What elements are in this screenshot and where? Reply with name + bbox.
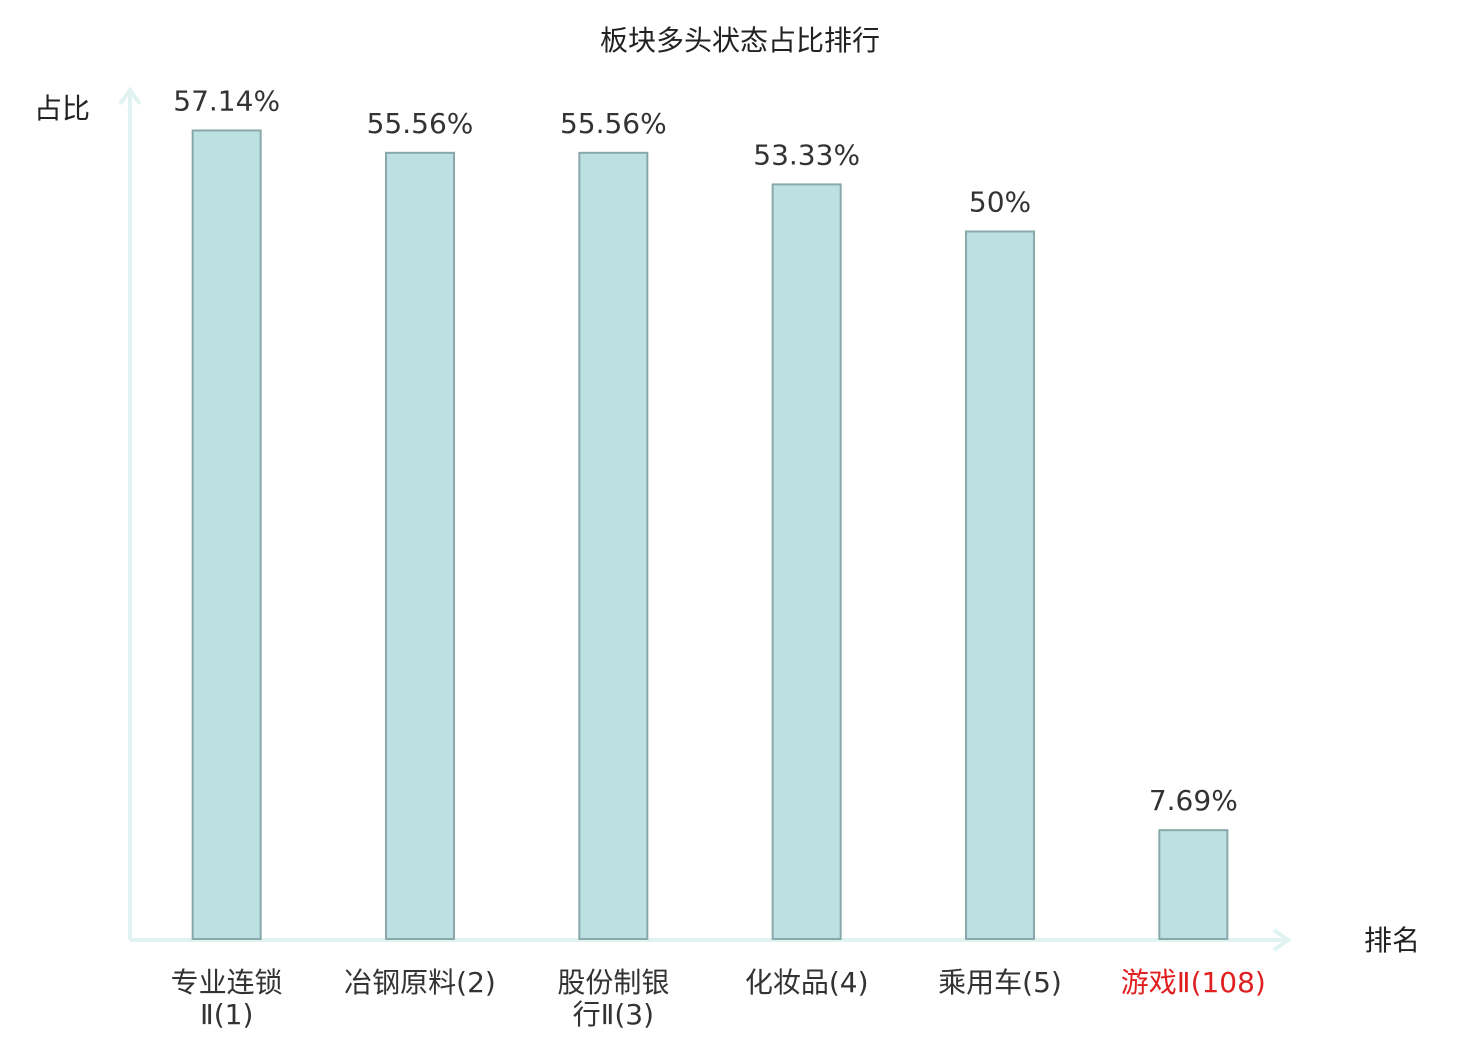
- bar: [1158, 829, 1229, 941]
- value-label: 57.14%: [173, 84, 280, 117]
- value-label: 7.69%: [1149, 784, 1238, 817]
- x-tick-label: 冶钢原料(2): [344, 966, 496, 999]
- chart-title: 板块多头状态占比排行: [600, 24, 880, 57]
- x-tick-label: 乘用车(5): [938, 966, 1062, 999]
- bar: [578, 151, 649, 941]
- value-label: 55.56%: [560, 107, 667, 140]
- x-tick-label: 游戏Ⅱ(108): [1121, 966, 1266, 999]
- bar: [965, 230, 1035, 940]
- value-label: 55.56%: [367, 107, 474, 140]
- bar: [385, 151, 455, 941]
- x-tick-label: 股份制银行Ⅱ(3): [557, 966, 669, 1031]
- bar: [771, 183, 842, 940]
- y-axis-label: 占比: [34, 92, 90, 125]
- value-label: 53.33%: [753, 138, 860, 171]
- x-tick-label: 化妆品(4): [745, 966, 869, 999]
- x-axis-label: 排名: [1364, 924, 1420, 957]
- x-tick-label: 专业连锁 Ⅱ(1): [171, 966, 283, 1031]
- value-label: 50%: [969, 186, 1031, 219]
- y-axis: [118, 86, 142, 940]
- x-axis: [130, 928, 1292, 952]
- bar: [191, 129, 262, 940]
